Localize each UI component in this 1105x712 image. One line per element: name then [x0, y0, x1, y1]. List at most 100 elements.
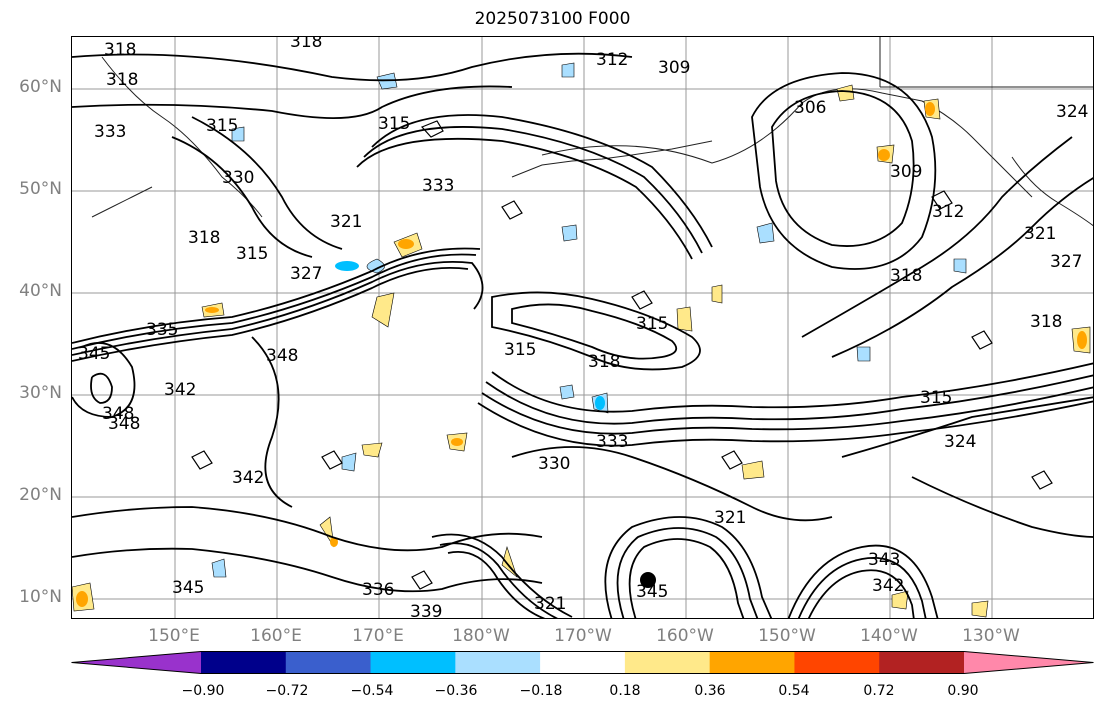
contour-tight-1 — [431, 533, 573, 618]
alaska-coast — [541, 88, 1033, 198]
contour-label: 330 — [222, 168, 254, 188]
contour-label: 333 — [596, 432, 628, 452]
lon-label-170e: 170°E — [352, 626, 404, 646]
shade-pos-16 — [676, 306, 693, 332]
map-panel: 318 318 318 312 309 306 324 333 315 315 … — [71, 36, 1094, 619]
contour-gyre-ne-2 — [771, 90, 915, 247]
shade-neg-4 — [341, 452, 357, 472]
shade-neg-5 — [559, 384, 575, 400]
contour-label: 315 — [504, 340, 536, 360]
contour-label: 333 — [422, 176, 454, 196]
lat-label-60n: 60°N — [19, 77, 62, 97]
bc-coast — [1011, 156, 1093, 227]
shade-neg-10 — [856, 346, 871, 362]
contour-tight-6 — [628, 538, 745, 618]
shade-strong-2 — [451, 438, 463, 446]
small-loop-10 — [411, 570, 433, 590]
lat-label-10n: 10°N — [19, 587, 62, 607]
shade-strong-1 — [398, 239, 414, 249]
small-loop-7 — [931, 190, 953, 210]
map-canvas: 318 318 318 312 309 306 324 333 315 315 … — [72, 37, 1093, 618]
lon-label-160w: 160°W — [656, 626, 714, 646]
shade-neg-12 — [231, 126, 245, 142]
contour-label: 315 — [236, 244, 268, 264]
contour-label: 318 — [106, 70, 138, 90]
contour-label: 318 — [290, 37, 322, 52]
lon-label-180w: 180°W — [452, 626, 510, 646]
lon-label-140w: 140°W — [860, 626, 918, 646]
contours — [72, 52, 1093, 618]
colorbar-segment — [370, 651, 456, 674]
contour-mid-2 — [191, 116, 343, 250]
small-loop-5 — [321, 450, 343, 470]
contour-band-3 — [481, 386, 1093, 435]
aleutian-chain — [511, 140, 713, 178]
colorbar-tick-label: −0.72 — [265, 683, 309, 699]
shade-neg-1 — [366, 258, 385, 274]
contour-mid-1 — [171, 136, 313, 258]
lon-label-130w: 130°W — [962, 626, 1020, 646]
shade-neg-8 — [211, 558, 227, 578]
colorbar — [71, 651, 1094, 674]
shade-pos-8 — [741, 460, 765, 480]
contour-south-1 — [72, 506, 543, 552]
contour-label: 318 — [188, 228, 220, 248]
shade-strong-3 — [878, 149, 890, 161]
small-loop-1 — [420, 120, 444, 138]
contour-label: 309 — [658, 58, 690, 78]
colorbar-tick-label: −0.90 — [181, 683, 225, 699]
contour-label: 318 — [1030, 312, 1062, 332]
contour-label: 335 — [146, 320, 178, 340]
lon-label-170w: 170°W — [554, 626, 612, 646]
lat-label-40n: 40°N — [19, 281, 62, 301]
contour-jet-3 — [72, 247, 481, 344]
contour-mid-5 — [911, 476, 1093, 538]
contour-label: 327 — [1050, 252, 1082, 272]
shade-pos-13 — [891, 590, 909, 610]
contour-label: 342 — [872, 576, 904, 596]
shade-pos-9 — [836, 84, 855, 102]
contour-jet-1 — [72, 260, 484, 356]
contour-jet-2 — [72, 253, 477, 350]
contour-label: 345 — [636, 582, 668, 602]
colorbar-outline — [71, 651, 1094, 674]
map-title: 2025073100 F000 — [474, 9, 631, 29]
contour-label: 321 — [1024, 224, 1056, 244]
storm-center-marker — [640, 572, 656, 588]
contour-north-2 — [363, 126, 703, 254]
contour-label: 321 — [330, 212, 362, 232]
shade-pos-14 — [971, 600, 989, 618]
contour-label: 333 — [94, 122, 126, 142]
lat-label-20n: 20°N — [19, 485, 62, 505]
colorbar-extend-low — [71, 651, 201, 674]
shade-pos-2 — [371, 292, 395, 328]
canada-border — [879, 37, 1093, 88]
lat-label-50n: 50°N — [19, 179, 62, 199]
contour-label: 327 — [290, 264, 322, 284]
colorbar-tick-label: −0.18 — [519, 683, 563, 699]
contour-north-3 — [356, 137, 693, 260]
contour-mid-3 — [251, 336, 293, 508]
contour-label: 342 — [164, 380, 196, 400]
contour-label: 315 — [920, 388, 952, 408]
contour-jet-4 — [72, 266, 469, 362]
shade-strong-5 — [76, 591, 88, 607]
contour-west-low-1 — [72, 342, 136, 418]
lat-label-30n: 30°N — [19, 383, 62, 403]
contour-label: 324 — [944, 432, 976, 452]
small-loop-3 — [631, 290, 653, 310]
contour-gyre-ne-1 — [751, 72, 937, 270]
colorbar-tick-label: 0.54 — [778, 683, 810, 699]
contour-label: 342 — [232, 468, 264, 488]
shade-neg-9 — [953, 258, 967, 274]
colorbar-segment — [624, 651, 711, 674]
contour-label: 315 — [206, 116, 238, 136]
contour-tight-9 — [808, 569, 915, 618]
shade-pos-17 — [711, 284, 723, 304]
colorbar-tick-label: −0.54 — [350, 683, 394, 699]
colorbar-segment — [794, 651, 880, 674]
contour-label: 315 — [378, 114, 410, 134]
colorbar-segment — [455, 651, 541, 674]
contour-label: 345 — [78, 344, 110, 364]
shading-strong-positive — [76, 102, 1087, 607]
